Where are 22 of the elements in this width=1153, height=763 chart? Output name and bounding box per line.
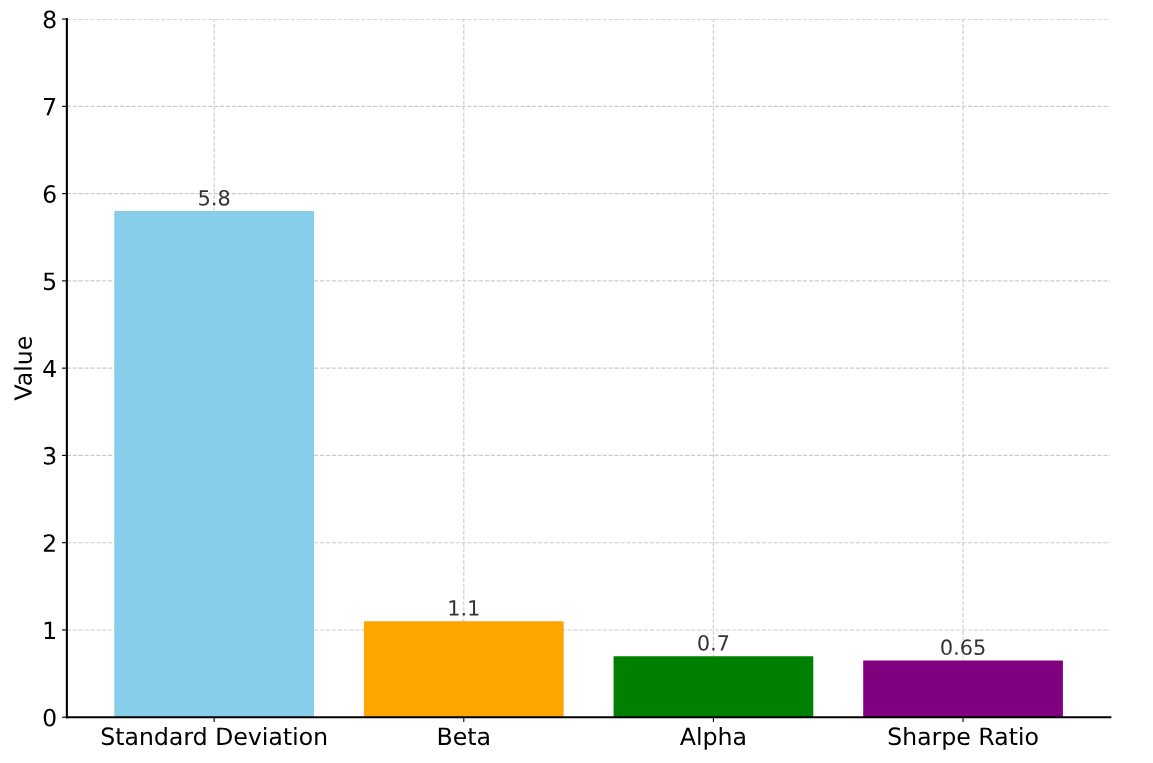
- data-label: 5.8: [199, 189, 230, 206]
- x-tick-label: Beta: [438, 727, 489, 746]
- x-tick-label: Sharpe Ratio: [888, 726, 1038, 750]
- y-tick-label: 7: [44, 98, 56, 116]
- x-tick-label: Alpha: [680, 726, 745, 750]
- y-tick-label: 4: [43, 359, 56, 378]
- x-tick-label: Standard Deviation: [101, 726, 327, 746]
- bar: [863, 660, 1063, 718]
- bar: [613, 656, 814, 718]
- bar: [114, 211, 315, 718]
- bar: [363, 621, 564, 718]
- y-tick-label: 1: [44, 621, 55, 639]
- y-tick-label: 5: [43, 272, 56, 291]
- data-label: 1.1: [449, 600, 479, 616]
- data-label: 0.7: [698, 634, 729, 651]
- y-tick-label: 2: [43, 534, 55, 552]
- y-tick-label: 8: [43, 10, 56, 29]
- y-tick-label: 3: [43, 446, 56, 465]
- y-tick-label: 6: [43, 185, 56, 203]
- data-label: 0.65: [941, 639, 985, 656]
- y-axis-title: Value: [13, 336, 32, 401]
- y-tick-label: 0: [43, 708, 56, 727]
